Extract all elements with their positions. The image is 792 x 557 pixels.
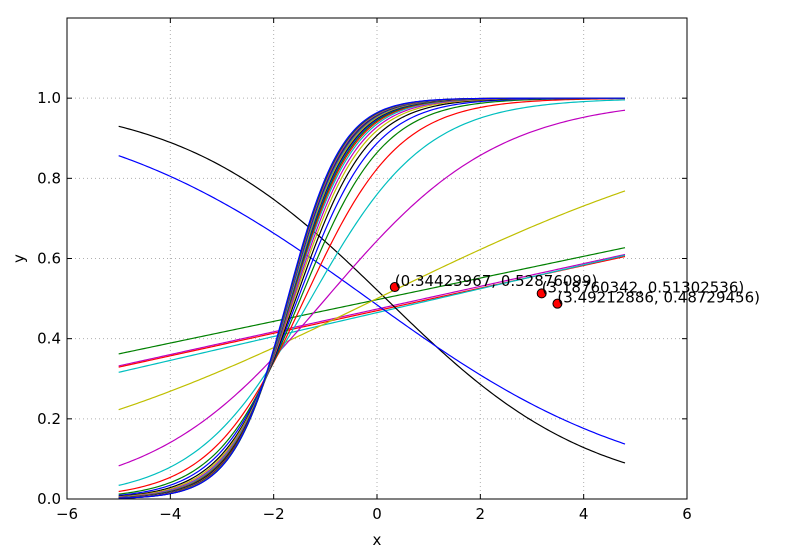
data-point <box>552 298 563 309</box>
x-tick-label: −6 <box>56 505 78 523</box>
x-tick-label: 2 <box>476 505 486 523</box>
series-line <box>118 99 626 486</box>
y-tick-label: 0.4 <box>37 330 61 348</box>
data-point <box>389 282 400 293</box>
series-group <box>118 97 626 499</box>
point-annotation: (3.49212886, 0.48729456) <box>557 289 760 307</box>
grid <box>67 18 687 499</box>
data-point <box>536 288 547 299</box>
series-line <box>118 97 626 496</box>
y-tick-label: 0.0 <box>37 490 61 508</box>
series-line <box>118 190 626 411</box>
point-annotation: (0.34423967, 0.52876099) <box>395 272 598 290</box>
x-tick-label: 6 <box>682 505 692 523</box>
point-annotation: (3.18760342, 0.51302536) <box>542 278 745 296</box>
axis-ticks: −6 −4 −2 0 2 4 6 0.0 0.2 0.4 0.6 0.8 1.0 <box>37 18 692 523</box>
x-tick-label: 0 <box>372 505 382 523</box>
y-tick-label: 1.0 <box>37 89 61 107</box>
x-tick-label: −2 <box>263 505 285 523</box>
series-line <box>118 98 626 493</box>
x-tick-label: −4 <box>159 505 181 523</box>
y-axis-label: y <box>10 254 28 263</box>
series-line <box>118 253 626 367</box>
series-line <box>118 97 625 499</box>
series-line <box>118 125 626 464</box>
y-tick-label: 0.6 <box>37 250 61 268</box>
annotated-points: (0.34423967, 0.52876099)(3.18760342, 0.5… <box>389 272 760 309</box>
y-tick-label: 0.8 <box>37 169 61 187</box>
series-line <box>118 109 626 467</box>
x-axis-label: x <box>373 531 382 549</box>
y-tick-label: 0.2 <box>37 410 61 428</box>
series-line <box>118 254 626 373</box>
series-line <box>118 155 626 445</box>
x-tick-label: 4 <box>579 505 589 523</box>
